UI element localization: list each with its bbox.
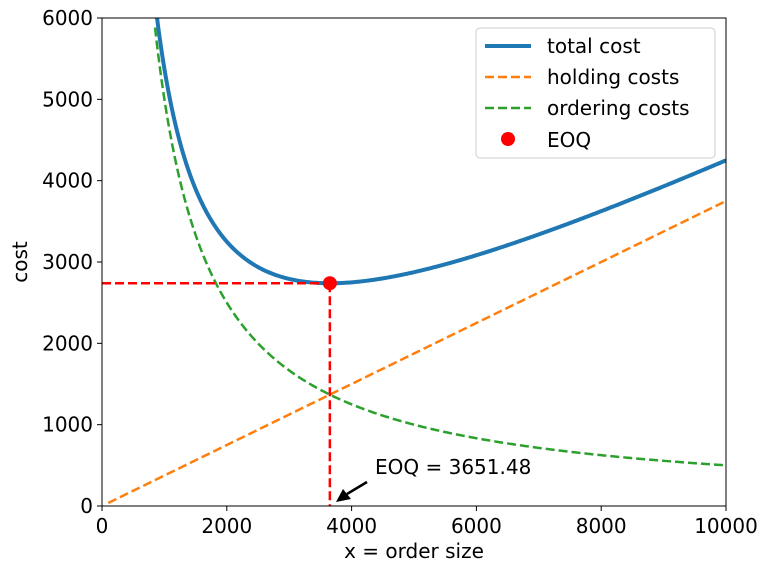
legend-label-ordering-costs: ordering costs [547,96,690,120]
x-tick-label: 0 [96,514,109,538]
y-tick-label: 2000 [42,331,93,355]
x-tick-label: 10000 [694,514,758,538]
annotation-arrow [336,480,368,502]
x-axis-label: x = order size [344,539,484,563]
x-tick-label: 8000 [576,514,627,538]
y-tick-label: 0 [80,494,93,518]
legend-box [475,27,716,159]
y-tick-label: 5000 [42,87,93,111]
y-axis-ticks: 0 1000 2000 3000 4000 5000 6000 [42,6,102,518]
x-tick-label: 6000 [451,514,502,538]
series-line-holding-costs [107,199,726,505]
legend-label-eoq: EOQ [547,128,591,152]
x-tick-label: 2000 [201,514,252,538]
legend-label-total-cost: total cost [547,34,641,58]
legend: total cost holding costs ordering costs … [475,27,716,159]
x-axis-ticks: 0 2000 4000 6000 8000 10000 [96,506,758,538]
legend-label-holding-costs: holding costs [547,65,679,89]
y-tick-label: 1000 [42,413,93,437]
y-axis-label: cost [8,241,32,283]
x-tick-label: 4000 [326,514,377,538]
eoq-annotation: EOQ = 3651.48 [375,455,531,479]
y-tick-label: 4000 [42,169,93,193]
eoq-point [322,276,337,291]
plot-lines [102,18,726,506]
y-tick-label: 6000 [42,6,93,30]
series-line-total-cost [155,18,726,286]
legend-swatch-eoq [501,132,515,146]
series-line-ordering-costs [153,27,726,467]
y-tick-label: 3000 [42,250,93,274]
